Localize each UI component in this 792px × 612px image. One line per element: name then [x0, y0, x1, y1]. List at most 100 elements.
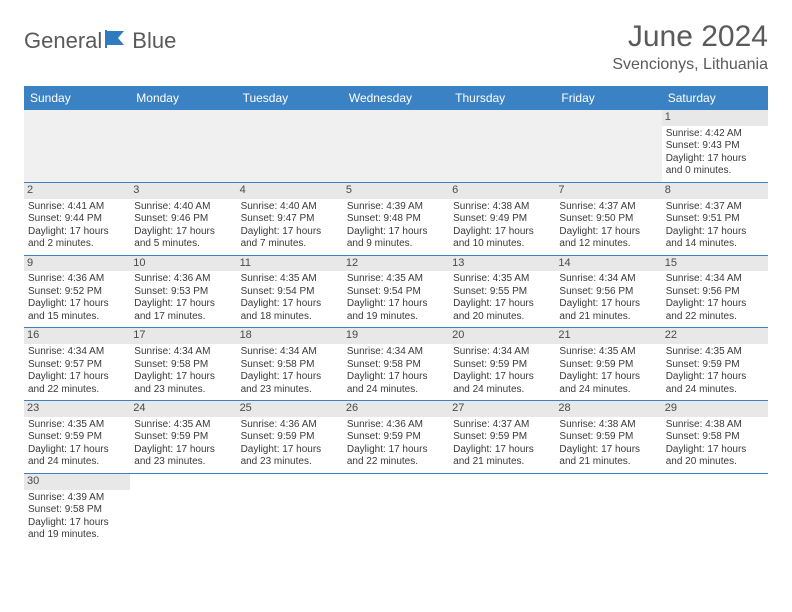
sunrise-text: Sunrise: 4:34 AM [28, 346, 126, 359]
calendar-row: 16Sunrise: 4:34 AMSunset: 9:57 PMDayligh… [24, 328, 768, 401]
daylight-text: and 23 minutes. [134, 456, 232, 469]
daylight-text: and 9 minutes. [347, 238, 445, 251]
day-number: 26 [343, 401, 449, 417]
daylight-text: Daylight: 17 hours [134, 226, 232, 239]
day-number: 15 [662, 256, 768, 272]
daylight-text: Daylight: 17 hours [241, 226, 339, 239]
day-cell: 28Sunrise: 4:38 AMSunset: 9:59 PMDayligh… [555, 401, 661, 474]
sunrise-text: Sunrise: 4:34 AM [453, 346, 551, 359]
day-number: 14 [555, 256, 661, 272]
daylight-text: Daylight: 17 hours [666, 226, 764, 239]
day-number: 3 [130, 183, 236, 199]
sunrise-text: Sunrise: 4:36 AM [241, 419, 339, 432]
day-cell: 12Sunrise: 4:35 AMSunset: 9:54 PMDayligh… [343, 256, 449, 329]
daylight-text: Daylight: 17 hours [453, 298, 551, 311]
sunrise-text: Sunrise: 4:35 AM [28, 419, 126, 432]
sunset-text: Sunset: 9:58 PM [666, 431, 764, 444]
sunset-text: Sunset: 9:59 PM [241, 431, 339, 444]
daylight-text: Daylight: 17 hours [28, 371, 126, 384]
day-cell: 30Sunrise: 4:39 AMSunset: 9:58 PMDayligh… [24, 474, 130, 546]
day-cell: 9Sunrise: 4:36 AMSunset: 9:52 PMDaylight… [24, 256, 130, 329]
day-cell: 29Sunrise: 4:38 AMSunset: 9:58 PMDayligh… [662, 401, 768, 474]
sunset-text: Sunset: 9:52 PM [28, 286, 126, 299]
day-cell: 16Sunrise: 4:34 AMSunset: 9:57 PMDayligh… [24, 328, 130, 401]
day-cell: 7Sunrise: 4:37 AMSunset: 9:50 PMDaylight… [555, 183, 661, 256]
empty-cell [130, 110, 236, 183]
empty-cell [449, 110, 555, 183]
day-cell: 26 Sunrise: 4:36 AMSunset: 9:59 PMDayligh… [343, 401, 449, 474]
sunrise-text: Sunrise: 4:34 AM [559, 273, 657, 286]
day-number: 24 [130, 401, 236, 417]
sunrise-text: Sunrise: 4:34 AM [134, 346, 232, 359]
sunrise-text: Sunrise: 4:36 AM [134, 273, 232, 286]
daylight-text: and 18 minutes. [241, 311, 339, 324]
weekday-label: Sunday [24, 86, 130, 110]
sunset-text: Sunset: 9:47 PM [241, 213, 339, 226]
day-cell: 8Sunrise: 4:37 AMSunset: 9:51 PMDaylight… [662, 183, 768, 256]
flag-icon [104, 29, 130, 54]
sunrise-text: Sunrise: 4:36 AM [28, 273, 126, 286]
day-number: 10 [130, 256, 236, 272]
logo: General Blue [24, 28, 176, 54]
sunset-text: Sunset: 9:59 PM [453, 431, 551, 444]
daylight-text: and 23 minutes. [241, 456, 339, 469]
sunrise-text: Sunrise: 4:35 AM [241, 273, 339, 286]
daylight-text: Daylight: 17 hours [134, 298, 232, 311]
sunrise-text: Sunrise: 4:39 AM [28, 492, 126, 505]
weekday-label: Saturday [662, 86, 768, 110]
daylight-text: and 15 minutes. [28, 311, 126, 324]
day-number: 16 [24, 328, 130, 344]
daylight-text: Daylight: 17 hours [28, 226, 126, 239]
weekday-header: Sunday Monday Tuesday Wednesday Thursday… [24, 86, 768, 110]
weekday-label: Thursday [449, 86, 555, 110]
day-number: 1 [662, 110, 768, 126]
sunset-text: Sunset: 9:44 PM [28, 213, 126, 226]
daylight-text: Daylight: 17 hours [241, 444, 339, 457]
daylight-text: and 21 minutes. [559, 456, 657, 469]
day-number: 7 [555, 183, 661, 199]
sunset-text: Sunset: 9:50 PM [559, 213, 657, 226]
sunset-text: Sunset: 9:59 PM [134, 431, 232, 444]
daylight-text: Daylight: 17 hours [347, 298, 445, 311]
daylight-text: and 14 minutes. [666, 238, 764, 251]
daylight-text: and 21 minutes. [559, 311, 657, 324]
daylight-text: Daylight: 17 hours [666, 371, 764, 384]
day-cell: 27Sunrise: 4:37 AMSunset: 9:59 PMDayligh… [449, 401, 555, 474]
empty-cell [662, 474, 768, 546]
day-number: 19 [343, 328, 449, 344]
empty-cell [449, 474, 555, 546]
daylight-text: Daylight: 17 hours [666, 153, 764, 166]
sunset-text: Sunset: 9:49 PM [453, 213, 551, 226]
sunset-text: Sunset: 9:54 PM [347, 286, 445, 299]
weekday-label: Monday [130, 86, 236, 110]
day-cell: 2Sunrise: 4:41 AMSunset: 9:44 PMDaylight… [24, 183, 130, 256]
daylight-text: and 0 minutes. [666, 165, 764, 178]
weekday-label: Friday [555, 86, 661, 110]
empty-cell [130, 474, 236, 546]
sunset-text: Sunset: 9:59 PM [347, 431, 445, 444]
day-cell: 15Sunrise: 4:34 AMSunset: 9:56 PMDayligh… [662, 256, 768, 329]
location: Svencionys, Lithuania [612, 56, 768, 74]
daylight-text: Daylight: 17 hours [347, 444, 445, 457]
header: General Blue June 2024 Svencionys, Lithu… [24, 20, 768, 74]
empty-cell [24, 110, 130, 183]
sunrise-text: Sunrise: 4:38 AM [666, 419, 764, 432]
sunrise-text: Sunrise: 4:35 AM [666, 346, 764, 359]
day-number: 27 [449, 401, 555, 417]
day-cell: 19Sunrise: 4:34 AMSunset: 9:58 PMDayligh… [343, 328, 449, 401]
day-number: 28 [555, 401, 661, 417]
daylight-text: and 20 minutes. [453, 311, 551, 324]
calendar-row: 23Sunrise: 4:35 AMSunset: 9:59 PMDayligh… [24, 401, 768, 474]
sunrise-text: Sunrise: 4:37 AM [453, 419, 551, 432]
sunset-text: Sunset: 9:58 PM [347, 359, 445, 372]
day-cell: 14Sunrise: 4:34 AMSunset: 9:56 PMDayligh… [555, 256, 661, 329]
day-number: 22 [662, 328, 768, 344]
logo-text-general: General [24, 28, 102, 54]
day-number: 8 [662, 183, 768, 199]
sunrise-text: Sunrise: 4:36 AM [347, 419, 445, 432]
calendar-grid: 1Sunrise: 4:42 AMSunset: 9:43 PMDaylight… [24, 110, 768, 546]
sunrise-text: Sunrise: 4:37 AM [559, 201, 657, 214]
sunset-text: Sunset: 9:51 PM [666, 213, 764, 226]
day-number: 9 [24, 256, 130, 272]
daylight-text: Daylight: 17 hours [347, 371, 445, 384]
